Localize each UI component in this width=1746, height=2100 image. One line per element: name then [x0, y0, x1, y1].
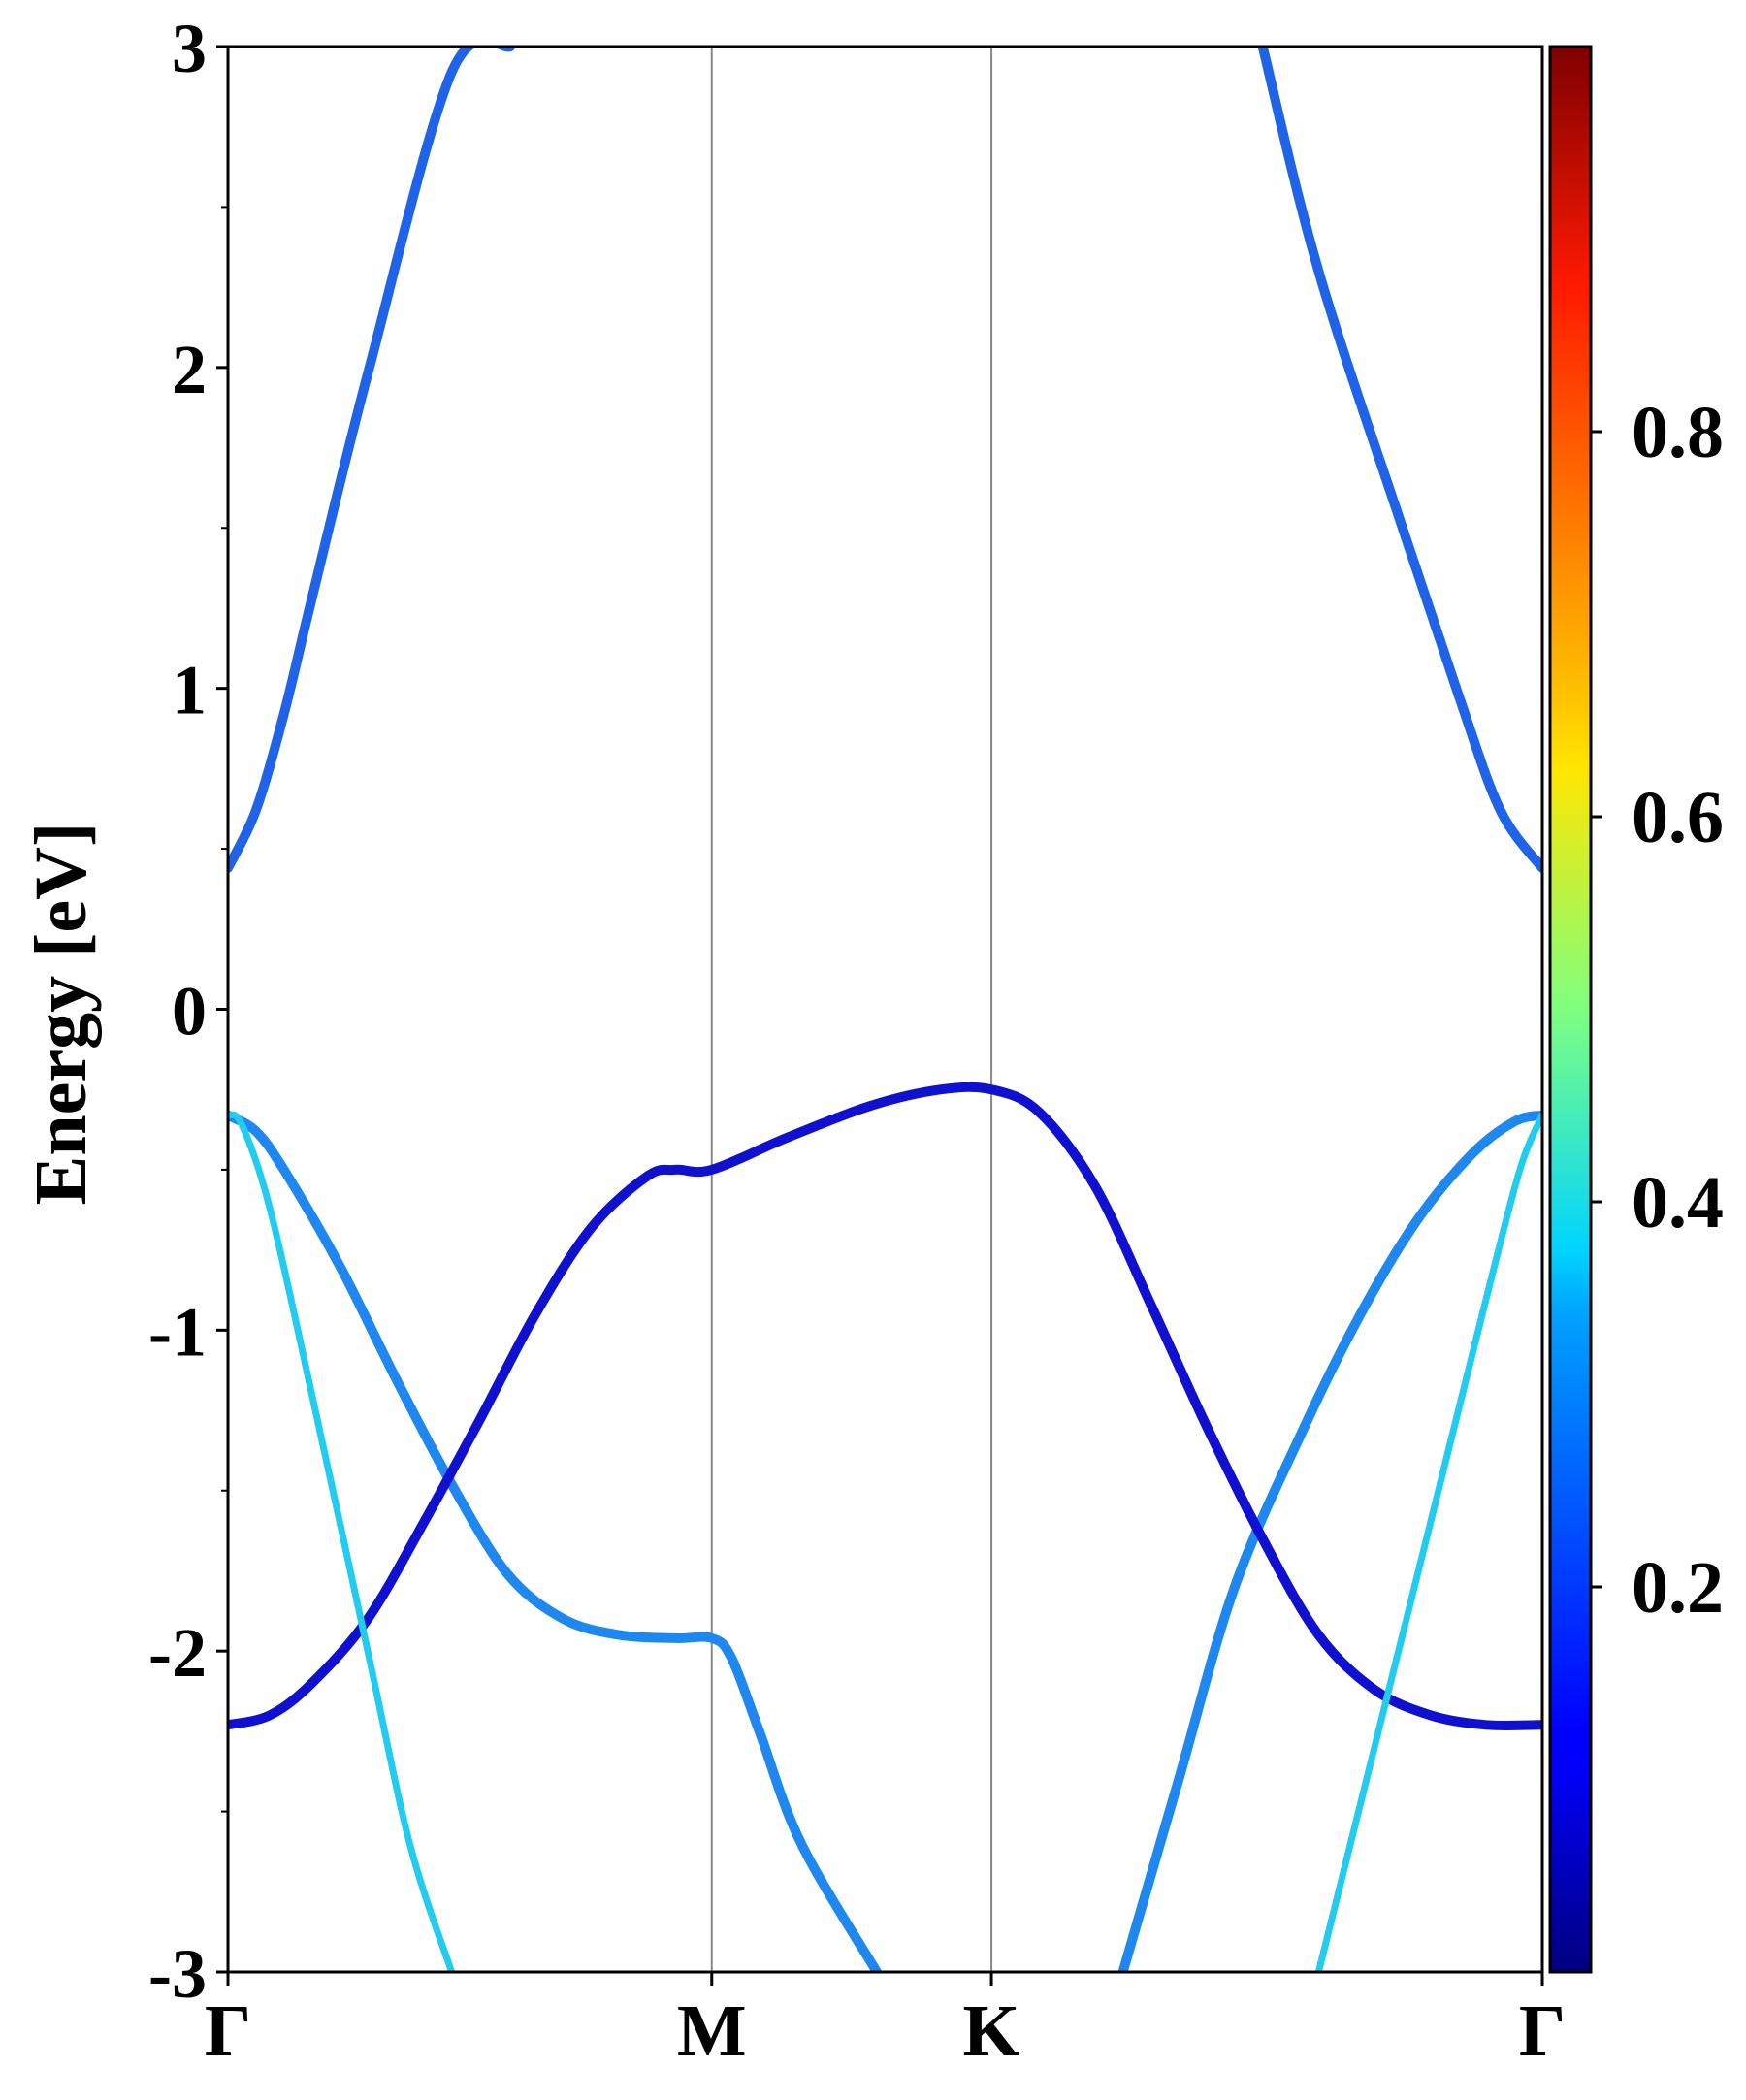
band-1-0: [228, 1110, 882, 1972]
band-4-0: [228, 1111, 456, 1972]
axes: [226, 45, 1544, 1974]
y-tick-label-5: 2: [172, 331, 207, 408]
band-5-0: [1314, 1112, 1542, 1972]
y-tick-label-6: 3: [172, 10, 207, 87]
y-tick-label-0: -3: [148, 1935, 207, 2013]
colorbar-tick-label-0: 0.2: [1632, 1547, 1724, 1629]
plot-frame: [226, 45, 1544, 1974]
y-tick-label-3: 0: [172, 973, 207, 1050]
colorbar-tick-label-1: 0.4: [1632, 1162, 1724, 1244]
colorbar: 0.2 0.4 0.6 0.8: [1548, 45, 1724, 1974]
y-tick-label-1: -2: [148, 1614, 207, 1692]
x-tick-label-0: Γ: [205, 1990, 251, 2072]
colorbar-gradient: [1548, 45, 1593, 1974]
colorbar-tick-label-2: 0.6: [1632, 777, 1724, 858]
y-tick-label-2: -1: [148, 1293, 207, 1371]
colorbar-tick-label-3: 0.8: [1632, 392, 1724, 473]
band-0-0: [228, 47, 516, 873]
ticks: -3 -2 -1 0 1 2 3 Γ M K Γ: [148, 10, 1566, 2072]
high-symmetry-lines: [710, 47, 993, 1972]
y-axis-label: Energy [eV]: [20, 823, 102, 1206]
y-tick-label-4: 1: [172, 652, 207, 729]
x-tick-label-3: Γ: [1519, 1990, 1566, 2072]
bands: [228, 47, 1542, 1972]
band-3-0: [228, 1082, 1542, 1731]
band-0-1: [1257, 47, 1542, 873]
x-tick-label-1: M: [677, 1990, 747, 2072]
x-tick-label-2: K: [962, 1990, 1019, 2072]
band-2-0: [1117, 1110, 1542, 1972]
